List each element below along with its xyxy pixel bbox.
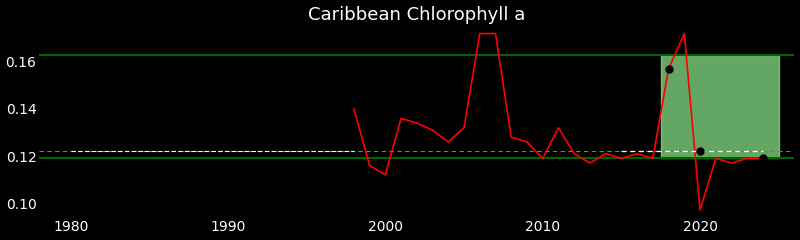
Title: Caribbean Chlorophyll a: Caribbean Chlorophyll a: [308, 6, 526, 24]
